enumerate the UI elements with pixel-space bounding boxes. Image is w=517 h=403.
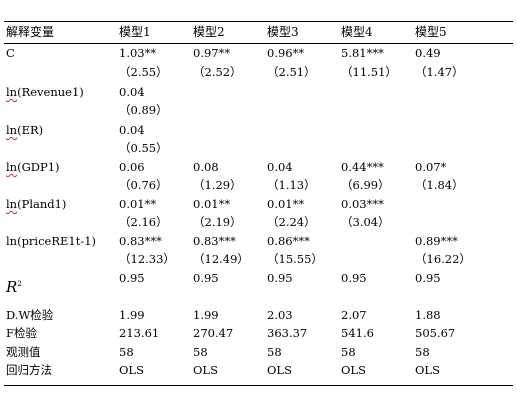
stat-cell: 58: [267, 345, 282, 359]
tstat-cell: （2.24）: [267, 215, 316, 229]
coef-cell: 0.08: [193, 160, 219, 174]
row-label-ln-gdp1: ln(GDP1): [6, 160, 60, 174]
stat-cell: 505.67: [415, 326, 456, 340]
tstat-cell: （1.29）: [193, 178, 242, 192]
coef-cell: 0.03***: [341, 197, 384, 211]
row-label-dw: D.W检验: [6, 308, 54, 322]
tstat-cell: （2.52）: [193, 65, 242, 79]
coef-cell: 0.01**: [267, 197, 305, 211]
coef-cell: 0.83***: [119, 234, 162, 248]
coef-cell: 0.97**: [193, 46, 231, 60]
stat-cell: 2.03: [267, 308, 293, 322]
tstat-cell: （6.99）: [341, 178, 390, 192]
header-model-2: 模型2: [193, 25, 225, 39]
stat-cell: 0.95: [119, 271, 145, 285]
tstat-cell: （11.51）: [341, 65, 397, 79]
stat-cell: OLS: [119, 363, 144, 377]
stat-cell: 1.99: [193, 308, 219, 322]
tstat-cell: （12.33）: [119, 252, 175, 266]
tstat-cell: （3.04）: [341, 215, 390, 229]
stat-cell: 0.95: [341, 271, 367, 285]
stat-cell: OLS: [267, 363, 292, 377]
stat-cell: 58: [193, 345, 208, 359]
tstat-cell: （16.22）: [415, 252, 471, 266]
tstat-cell: （15.55）: [267, 252, 323, 266]
tstat-cell: （0.76）: [119, 178, 168, 192]
coef-cell: 0.86***: [267, 234, 310, 248]
tstat-cell: （1.84）: [415, 178, 464, 192]
coef-cell: 0.83***: [193, 234, 236, 248]
row-label-ln-pland1: ln(Pland1): [6, 197, 67, 211]
coef-cell: 0.04: [119, 85, 145, 99]
coef-cell: 0.07*: [415, 160, 447, 174]
stat-cell: 363.37: [267, 326, 308, 340]
header-model-4: 模型4: [341, 25, 373, 39]
stat-cell: 0.95: [267, 271, 293, 285]
coef-cell: 0.96**: [267, 46, 305, 60]
tstat-cell: （2.51）: [267, 65, 316, 79]
tstat-cell: （2.55）: [119, 65, 168, 79]
coef-cell: 0.04: [267, 160, 293, 174]
stat-cell: OLS: [193, 363, 218, 377]
tstat-cell: （2.16）: [119, 215, 168, 229]
stat-cell: 270.47: [193, 326, 234, 340]
row-label-ln-revenue1: ln(Revenue1): [6, 85, 84, 99]
bottom-rule: [4, 385, 513, 386]
stat-cell: 58: [119, 345, 134, 359]
row-label-f-test: F检验: [6, 326, 37, 340]
coef-cell: 0.01**: [193, 197, 231, 211]
coef-cell: 0.04: [119, 123, 145, 137]
tstat-cell: （1.13）: [267, 178, 316, 192]
header-model-1: 模型1: [119, 25, 151, 39]
top-rule: [4, 21, 513, 22]
tstat-cell: （1.47）: [415, 65, 464, 79]
coef-cell: 0.44***: [341, 160, 384, 174]
stat-cell: 0.95: [415, 271, 441, 285]
row-label-observations: 观测值: [6, 345, 41, 359]
coef-cell: 5.81***: [341, 46, 384, 60]
stat-cell: OLS: [415, 363, 440, 377]
tstat-cell: （2.19）: [193, 215, 242, 229]
stat-cell: 58: [341, 345, 356, 359]
stat-cell: 0.95: [193, 271, 219, 285]
tstat-cell: （0.55）: [119, 141, 168, 155]
stat-cell: 1.88: [415, 308, 441, 322]
coef-cell: 0.89***: [415, 234, 458, 248]
stat-cell: 1.99: [119, 308, 145, 322]
tstat-cell: （0.89）: [119, 103, 168, 117]
tstat-cell: （12.49）: [193, 252, 249, 266]
coef-cell: 1.03**: [119, 46, 157, 60]
row-label-ln-er: ln(ER): [6, 123, 44, 137]
stat-cell: 213.61: [119, 326, 160, 340]
row-label-ln-pricere1t-1: ln(priceRE1t-1): [6, 234, 97, 248]
header-variable: 解释变量: [6, 25, 55, 39]
row-label-c: C: [6, 46, 15, 60]
stat-cell: OLS: [341, 363, 366, 377]
row-label-method: 回归方法: [6, 363, 52, 377]
header-rule: [4, 43, 513, 44]
coef-cell: 0.06: [119, 160, 145, 174]
stat-cell: 58: [415, 345, 430, 359]
header-model-3: 模型3: [267, 25, 299, 39]
stat-cell: 541.6: [341, 326, 374, 340]
row-label-r-squared: R2: [6, 278, 22, 296]
stat-cell: 2.07: [341, 308, 367, 322]
coef-cell: 0.01**: [119, 197, 157, 211]
header-model-5: 模型5: [415, 25, 447, 39]
coef-cell: 0.49: [415, 46, 441, 60]
